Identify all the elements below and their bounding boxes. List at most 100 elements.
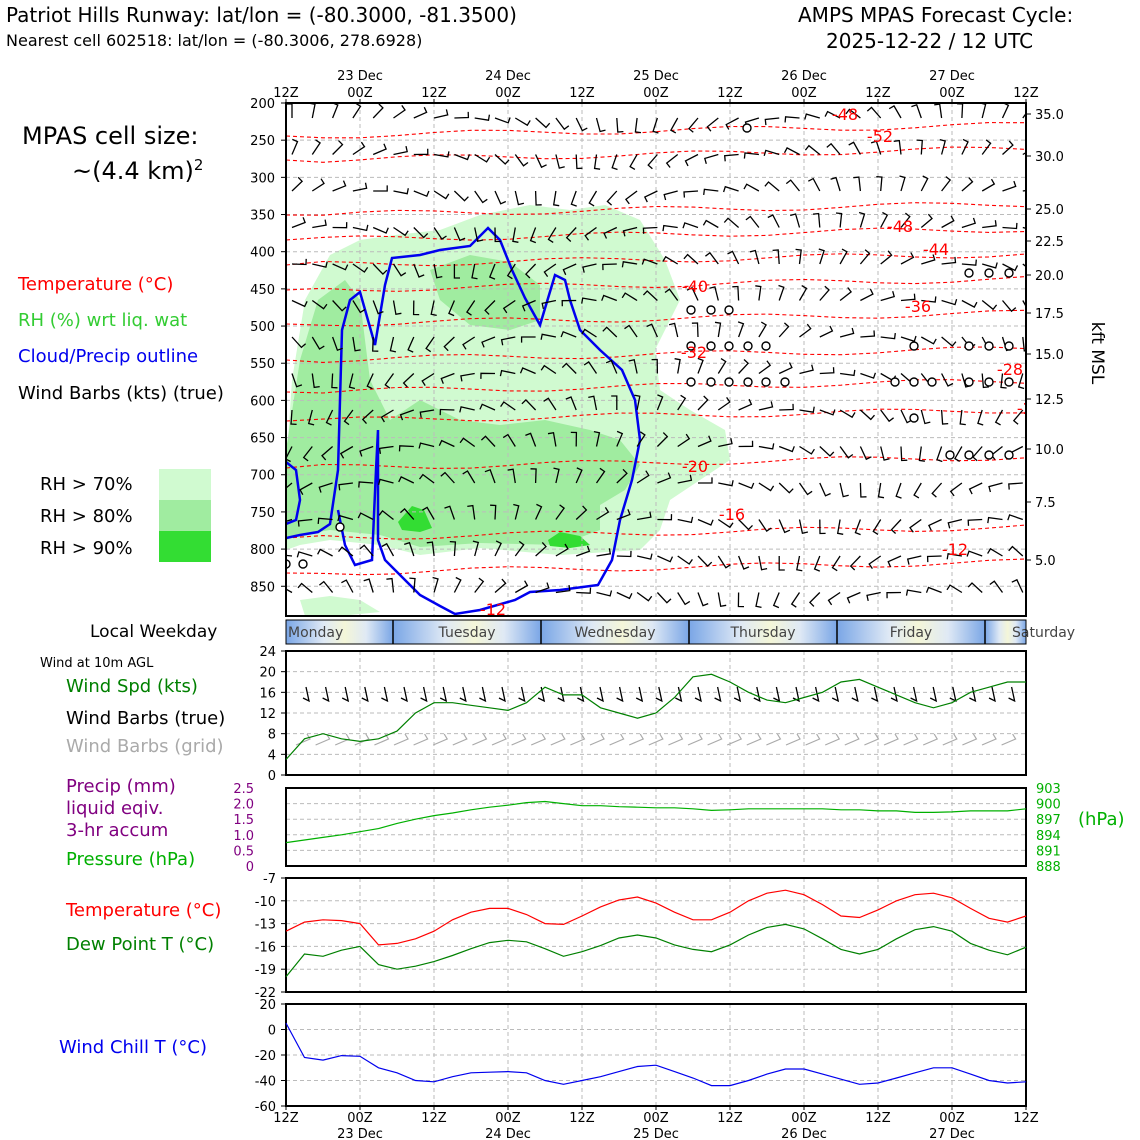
wind-barb <box>738 519 753 531</box>
wind-barb <box>384 373 395 389</box>
wind-barb <box>977 409 984 426</box>
wind-barb <box>706 117 719 132</box>
surface-wind-barb <box>871 686 879 703</box>
surface-wind-barb <box>733 686 742 703</box>
rh90-region-b <box>548 532 590 548</box>
wind-barb <box>703 188 719 195</box>
calm-wind-circle <box>761 377 771 387</box>
wind-barb <box>967 582 983 593</box>
wind-barb <box>778 284 785 301</box>
wind-barb <box>723 153 739 162</box>
height-tick-label: 10.0 <box>1035 443 1064 458</box>
top-date-label: 27 Dec <box>929 69 975 84</box>
wind-barb <box>934 103 943 119</box>
wind-barb <box>378 509 394 521</box>
wind-barb <box>562 263 577 276</box>
calm-wind-circle <box>706 377 716 387</box>
wind-barb <box>738 398 753 411</box>
pressure-tick-label: 897 <box>1036 813 1061 828</box>
wind-barb <box>444 505 456 520</box>
pressure-tick-label: 450 <box>250 283 275 298</box>
wind-barb <box>409 577 416 593</box>
grid-wind-barb <box>726 733 743 746</box>
wind-barb <box>460 372 475 382</box>
wind-barb <box>705 251 719 265</box>
wind-barb <box>738 440 754 448</box>
surface-wind-barb <box>420 686 428 703</box>
top-date-label: 25 Dec <box>633 69 679 84</box>
legend-rh70-label: RH > 70% <box>40 474 133 495</box>
top-date-label: 23 Dec <box>337 69 383 84</box>
wind-barb <box>860 330 876 338</box>
wind-barb <box>524 263 537 279</box>
wind-barb <box>697 357 704 374</box>
wind-barb <box>758 401 774 411</box>
wind-barb <box>555 543 569 557</box>
wind-barb <box>670 117 679 134</box>
wind-barbs-sounding <box>286 103 1026 609</box>
wind-barb <box>636 591 653 602</box>
wind-barb <box>691 322 699 338</box>
wind-speed-line <box>285 673 1026 760</box>
top-time-label: 00Z <box>347 86 373 101</box>
wind-barb <box>994 409 1004 426</box>
bottom-time-label: 00Z <box>791 1111 817 1126</box>
isotherm-label: -16 <box>719 505 745 524</box>
wind-barb <box>641 258 658 265</box>
weekday-label: Saturday <box>1012 625 1075 641</box>
wind-barb <box>737 592 745 608</box>
calm-wind-circle <box>964 341 974 351</box>
wind-barb <box>352 182 368 192</box>
wind-barb <box>684 153 699 167</box>
wind-barb <box>413 263 425 278</box>
wind-barb <box>358 481 374 488</box>
wind-barb <box>479 403 496 411</box>
wind-barb <box>543 263 557 277</box>
wind-barb <box>373 185 388 192</box>
bottom-date-label: 27 Dec <box>929 1127 975 1140</box>
bottom-time-label: 00Z <box>643 1111 669 1126</box>
wind-barb <box>819 367 835 375</box>
grid-wind-barb <box>981 733 997 746</box>
wind-barb <box>778 482 794 494</box>
legend-rh80-label: RH > 80% <box>40 506 133 527</box>
grid-wind-barb <box>550 733 566 746</box>
wind-barb <box>535 117 551 129</box>
wind-barb <box>808 592 821 607</box>
wind-barb <box>433 109 449 119</box>
surface-wind-barb <box>988 686 996 703</box>
wind-barb <box>646 323 658 338</box>
location-title: Patriot Hills Runway: lat/lon = (-80.300… <box>6 3 517 27</box>
wind-barb <box>555 585 571 594</box>
wind-barb <box>433 151 450 158</box>
precip-label: Precip (mm) <box>66 776 176 797</box>
wind-barb <box>575 505 588 520</box>
wind-barb <box>697 555 713 568</box>
top-time-label: 12Z <box>273 86 299 101</box>
wind-barb <box>519 367 536 375</box>
wind-barb <box>494 190 507 205</box>
pressure-line <box>285 800 1027 844</box>
wind-barb <box>603 226 618 239</box>
wind-barb <box>1000 373 1007 389</box>
isotherm <box>286 275 1026 292</box>
calm-wind-circle <box>964 377 974 387</box>
wind-speed-tick-label: 12 <box>259 707 276 722</box>
wind-barb <box>890 519 902 534</box>
wind-barb <box>839 446 854 459</box>
height-tick-label: 7.5 <box>1035 496 1056 511</box>
top-time-label: 12Z <box>865 86 891 101</box>
wind-barb <box>722 185 739 193</box>
wind-barb <box>790 592 801 608</box>
temperature-tick-label: -7 <box>263 872 276 887</box>
wind-barb <box>337 546 354 557</box>
wind-barb <box>807 177 821 192</box>
wind-barb <box>596 548 612 557</box>
wind-barb <box>332 300 347 312</box>
wind-barb <box>1022 336 1026 352</box>
wind-barb <box>570 190 577 207</box>
wind-barb <box>778 322 790 338</box>
wind-barb <box>399 507 415 520</box>
isotherm <box>286 456 1026 469</box>
wind-barb <box>512 227 519 243</box>
